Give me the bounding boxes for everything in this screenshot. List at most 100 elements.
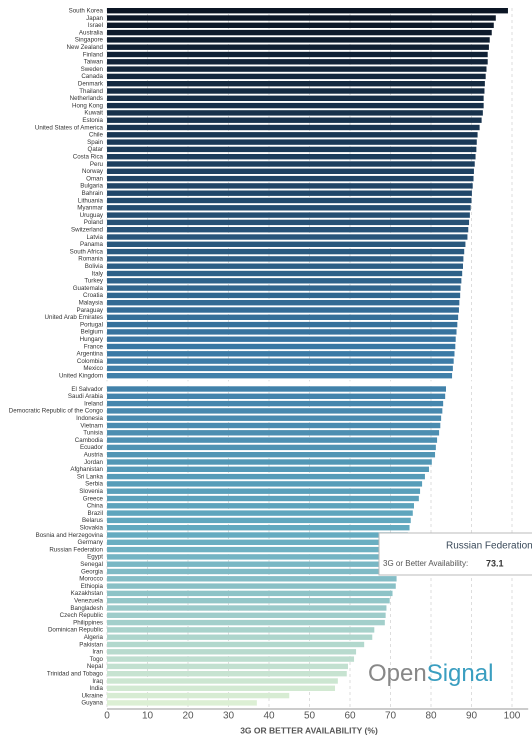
bar [107, 95, 484, 101]
y-tick-label: South Korea [69, 8, 104, 15]
bar [107, 488, 421, 494]
bar [107, 248, 465, 255]
y-tick-label: Switzerland [71, 227, 104, 234]
y-tick-label: Finland [83, 51, 104, 58]
y-tick-label: Australia [79, 29, 104, 36]
bar [107, 8, 508, 14]
bar [107, 292, 461, 299]
bar [107, 590, 393, 597]
bar [107, 307, 459, 313]
bar [107, 400, 444, 407]
bar [107, 139, 477, 145]
bar [107, 154, 476, 160]
bar [107, 59, 488, 65]
y-tick-label: France [84, 343, 104, 350]
y-tick-label: Turkey [84, 278, 104, 285]
bar [107, 546, 404, 553]
bar [107, 598, 390, 604]
y-tick-label: Russian Federation [49, 546, 103, 553]
y-tick-label: Panama [80, 241, 104, 248]
y-tick-label: Austria [84, 452, 104, 459]
bar [107, 219, 470, 226]
axis-break [0, 381, 532, 386]
bar [107, 212, 470, 218]
y-tick-label: Ireland [84, 400, 103, 407]
bar [107, 554, 401, 560]
x-tick-label: 70 [385, 711, 397, 722]
bar [107, 29, 492, 36]
y-tick-label: Algeria [84, 634, 104, 641]
tooltip-box [378, 532, 532, 576]
y-tick-label: Saudi Arabia [68, 393, 104, 400]
y-tick-label: Italy [92, 270, 104, 277]
x-tick-label: 10 [142, 711, 154, 722]
y-tick-label: Canada [81, 73, 103, 80]
y-tick-label: Colombia [77, 358, 104, 365]
tooltip-title: Russian Federation [446, 541, 532, 552]
bar [107, 692, 290, 699]
bar [107, 525, 410, 531]
x-tick-label: 50 [304, 711, 316, 722]
y-tick-label: Brazil [88, 510, 103, 517]
y-tick-label: Portugal [80, 321, 103, 328]
y-tick-label: Iran [92, 649, 103, 656]
bar [107, 671, 347, 677]
y-tick-label: Bosnia and Herzegovina [36, 532, 104, 539]
y-tick-label: Denmark [78, 81, 104, 88]
logo-part: Open [368, 660, 427, 687]
tooltip-label: 3G or Better Availability: [383, 559, 468, 568]
y-tick-label: Guatemala [73, 285, 104, 292]
bar [107, 656, 355, 662]
y-tick-label: Belgium [81, 329, 103, 336]
bar [107, 641, 365, 648]
bar [107, 161, 475, 167]
bar [107, 241, 466, 247]
bar [107, 649, 357, 655]
y-tick-label: Croatia [83, 292, 104, 299]
y-tick-label: United States of America [35, 124, 104, 131]
bar [107, 430, 440, 436]
y-tick-label: Malaysia [79, 300, 104, 307]
y-tick-label: Iraq [92, 678, 103, 685]
bar [107, 678, 338, 684]
bar [107, 44, 489, 50]
y-tick-label: El Salvador [71, 386, 103, 393]
bar [107, 466, 429, 472]
bar [107, 685, 336, 691]
bar [107, 205, 471, 211]
y-tick-label: Venezuela [74, 598, 103, 605]
y-tick-label: Hong Kong [72, 102, 104, 109]
bar [107, 146, 477, 153]
y-tick-label: Sweden [81, 66, 104, 73]
y-tick-label: United Kingdom [59, 373, 103, 380]
bar [107, 386, 446, 392]
bar [107, 314, 459, 320]
y-tick-label: Costa Rica [73, 154, 104, 161]
x-tick-label: 80 [425, 711, 437, 722]
bar [107, 444, 436, 451]
bar [107, 175, 474, 182]
x-tick-label: 40 [263, 711, 275, 722]
y-tick-label: Morocco [79, 576, 103, 583]
bar [107, 517, 411, 524]
bar [107, 503, 414, 509]
y-tick-label: Slovakia [80, 525, 104, 532]
y-tick-label: Dominican Republic [48, 627, 103, 634]
bar [107, 459, 432, 465]
bar [107, 183, 473, 189]
y-tick-label: Togo [90, 656, 104, 663]
bar [107, 634, 373, 640]
y-tick-label: Norway [82, 168, 104, 175]
bar [107, 66, 487, 72]
y-tick-label: Estonia [82, 117, 103, 124]
y-tick-label: Democratic Republic of the Congo [9, 408, 104, 415]
logo-part: Signal [427, 660, 494, 687]
y-tick-label: Georgia [81, 568, 104, 575]
bar [107, 256, 464, 262]
y-tick-label: Chile [89, 132, 104, 139]
bar [107, 393, 446, 399]
y-tick-label: Serbia [85, 481, 103, 488]
y-tick-label: Taiwan [84, 59, 104, 66]
y-tick-label: Pakistan [79, 641, 103, 648]
y-tick-label: Myanmar [77, 205, 103, 212]
